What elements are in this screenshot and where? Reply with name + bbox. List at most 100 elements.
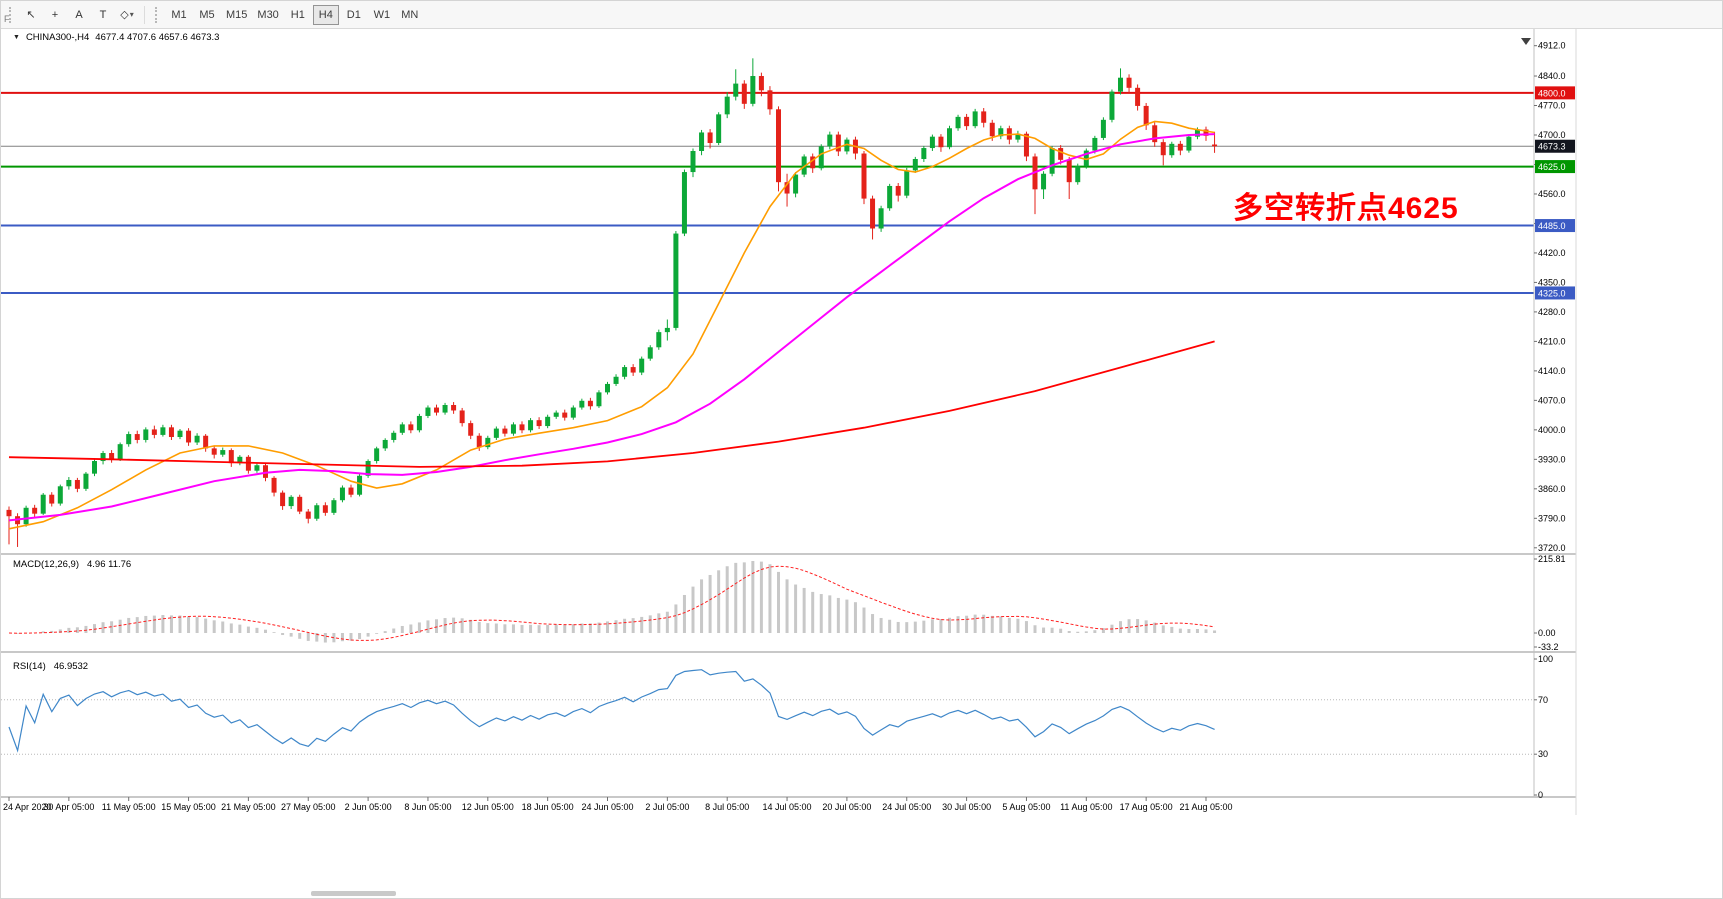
- svg-text:21 May 05:00: 21 May 05:00: [221, 802, 276, 812]
- svg-text:21 Aug 05:00: 21 Aug 05:00: [1179, 802, 1232, 812]
- ma-fast-line: [8, 120, 1215, 530]
- scrollbar-thumb[interactable]: [311, 891, 396, 896]
- svg-text:215.81: 215.81: [1538, 554, 1566, 564]
- price-axis[interactable]: 4912.04840.04770.04700.04630.04560.04490…: [1534, 41, 1575, 553]
- bottom-strip: [1, 815, 1722, 898]
- svg-text:4210.0: 4210.0: [1538, 336, 1566, 346]
- svg-text:30 Jul 05:00: 30 Jul 05:00: [942, 802, 991, 812]
- level-price-badge: 4625.0: [1535, 160, 1575, 174]
- macd-indicator-name: MACD(12,26,9): [13, 559, 79, 570]
- svg-text:3930.0: 3930.0: [1538, 454, 1566, 464]
- toolbar-grip[interactable]: [155, 6, 160, 23]
- rsi-line: [8, 669, 1215, 753]
- macd-histogram: [16, 561, 1217, 643]
- svg-text:70: 70: [1538, 695, 1548, 705]
- rsi-indicator-name: RSI(14): [13, 661, 46, 672]
- svg-text:4700.0: 4700.0: [1538, 130, 1566, 140]
- svg-text:30 Apr 05:00: 30 Apr 05:00: [43, 802, 94, 812]
- macd-indicator-values: 4.96 11.76: [87, 559, 132, 570]
- ma-slow-line: [8, 340, 1215, 468]
- svg-text:3790.0: 3790.0: [1538, 513, 1566, 523]
- svg-text:18 Jun 05:00: 18 Jun 05:00: [522, 802, 574, 812]
- svg-text:4485.0: 4485.0: [1538, 221, 1566, 231]
- svg-text:4070.0: 4070.0: [1538, 395, 1566, 405]
- dock-label: F: [4, 14, 10, 24]
- timeframe-h4-button[interactable]: H4: [312, 4, 339, 25]
- svg-text:20 Jul 05:00: 20 Jul 05:00: [822, 802, 871, 812]
- toolbar-separator: [144, 5, 145, 24]
- timeframe-w1-button[interactable]: W1: [369, 5, 395, 25]
- level-price-badge: 4325.0: [1535, 286, 1575, 300]
- timeframe-m5-button[interactable]: M5: [194, 5, 220, 25]
- svg-text:4325.0: 4325.0: [1538, 288, 1566, 298]
- chart-header: ▼ CHINA300-,H4 4677.4 4707.6 4657.6 4673…: [13, 32, 219, 43]
- toolbar-grip[interactable]: [9, 6, 14, 23]
- label-tool-button[interactable]: T: [92, 5, 114, 25]
- svg-text:2 Jun 05:00: 2 Jun 05:00: [345, 802, 392, 812]
- toolbar: ↖ + A T ◇ ▾ M1 M5 M15 M30 H1 H4 D1 W1 MN: [1, 1, 1722, 29]
- svg-text:3860.0: 3860.0: [1538, 484, 1566, 494]
- svg-text:4280.0: 4280.0: [1538, 307, 1566, 317]
- candlestick-series: [6, 58, 1218, 547]
- text-tool-button[interactable]: A: [68, 5, 90, 25]
- svg-text:17 Aug 05:00: 17 Aug 05:00: [1120, 802, 1173, 812]
- bid-price-badge: 4673.3: [1535, 139, 1575, 153]
- svg-text:27 May 05:00: 27 May 05:00: [281, 802, 336, 812]
- svg-text:4000.0: 4000.0: [1538, 425, 1566, 435]
- svg-text:3720.0: 3720.0: [1538, 543, 1566, 553]
- svg-text:30: 30: [1538, 749, 1548, 759]
- timeframe-m1-button[interactable]: M1: [166, 5, 192, 25]
- svg-text:8 Jun 05:00: 8 Jun 05:00: [404, 802, 451, 812]
- svg-text:11 May 05:00: 11 May 05:00: [102, 802, 156, 812]
- svg-text:4800.0: 4800.0: [1538, 88, 1566, 98]
- ma-mid-line: [8, 133, 1215, 522]
- svg-text:4560.0: 4560.0: [1538, 189, 1566, 199]
- symbol-period-label: CHINA300-,H4: [25, 32, 90, 43]
- svg-text:15 May 05:00: 15 May 05:00: [161, 802, 216, 812]
- svg-text:4625.0: 4625.0: [1538, 162, 1566, 172]
- rsi-label: RSI(14) 46.9532: [13, 661, 88, 672]
- svg-text:12 Jun 05:00: 12 Jun 05:00: [462, 802, 514, 812]
- timeframe-m30-button[interactable]: M30: [253, 5, 282, 25]
- level-price-badge: 4485.0: [1535, 219, 1575, 233]
- rsi-axis: 100 70 30 0: [1534, 654, 1553, 800]
- svg-text:-33.2: -33.2: [1538, 642, 1559, 652]
- shapes-icon: ◇: [120, 9, 129, 21]
- rsi-indicator-value: 46.9532: [53, 661, 89, 672]
- autoscroll-marker-icon[interactable]: [1521, 38, 1531, 45]
- chart-area: 4912.04840.04770.04700.04630.04560.04490…: [1, 29, 1723, 815]
- svg-text:4420.0: 4420.0: [1538, 248, 1566, 258]
- timeframe-h1-button[interactable]: H1: [285, 5, 311, 25]
- svg-text:4140.0: 4140.0: [1538, 366, 1566, 376]
- svg-text:0: 0: [1538, 790, 1543, 800]
- svg-text:100: 100: [1538, 654, 1553, 664]
- svg-text:0.00: 0.00: [1538, 628, 1556, 638]
- svg-text:11 Aug 05:00: 11 Aug 05:00: [1060, 802, 1112, 812]
- svg-text:2 Jul 05:00: 2 Jul 05:00: [645, 802, 689, 812]
- horizontal-scrollbar[interactable]: [1, 889, 1576, 898]
- chevron-down-icon: ▾: [129, 10, 134, 19]
- svg-text:24 Apr 2020: 24 Apr 2020: [3, 802, 52, 812]
- macd-signal-line: [8, 565, 1215, 641]
- macd-axis: 215.81 0.00 -33.2: [1534, 554, 1566, 652]
- ohlc-values: 4677.4 4707.6 4657.6 4673.3: [95, 32, 220, 43]
- chart-canvas[interactable]: 4912.04840.04770.04700.04630.04560.04490…: [1, 29, 1723, 815]
- svg-text:8 Jul 05:00: 8 Jul 05:00: [705, 802, 749, 812]
- shapes-tool-button[interactable]: ◇ ▾: [116, 5, 138, 25]
- timeframe-m15-button[interactable]: M15: [222, 5, 251, 25]
- timeframe-mn-button[interactable]: MN: [397, 5, 423, 25]
- annotation-text[interactable]: 多空转折点4625: [1233, 192, 1459, 225]
- timeframe-d1-button[interactable]: D1: [341, 5, 367, 25]
- crosshair-tool-button[interactable]: +: [44, 5, 66, 25]
- symbol-dropdown-icon[interactable]: ▼: [13, 34, 20, 41]
- cursor-tool-button[interactable]: ↖: [20, 5, 42, 25]
- svg-text:24 Jul 05:00: 24 Jul 05:00: [882, 802, 931, 812]
- svg-text:14 Jul 05:00: 14 Jul 05:00: [763, 802, 812, 812]
- level-price-badge: 4800.0: [1535, 86, 1575, 100]
- svg-text:4673.3: 4673.3: [1538, 142, 1566, 152]
- svg-text:4350.0: 4350.0: [1538, 277, 1566, 287]
- svg-text:4912.0: 4912.0: [1538, 41, 1566, 51]
- svg-text:4770.0: 4770.0: [1538, 101, 1566, 111]
